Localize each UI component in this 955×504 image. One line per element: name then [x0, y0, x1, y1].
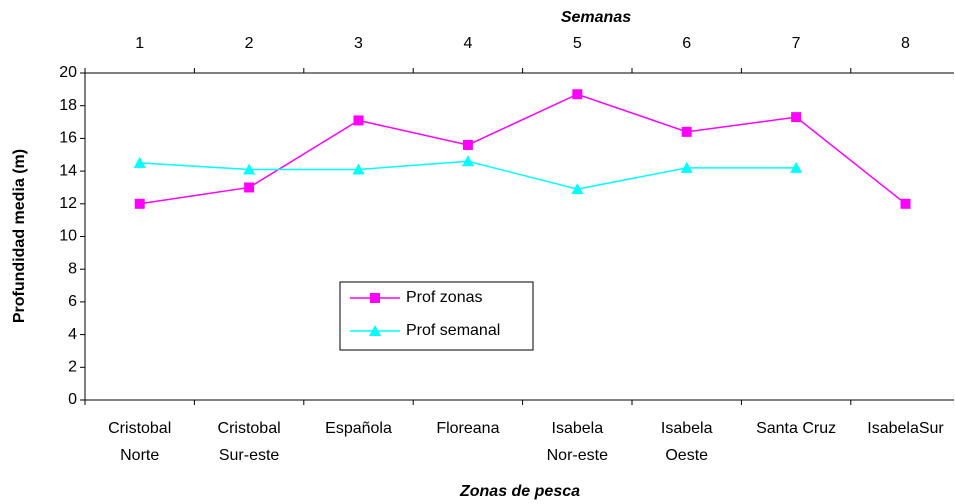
x-tick-label: Isabela [552, 420, 604, 437]
y-tick-label: 8 [68, 260, 77, 277]
y-tick-label: 16 [59, 130, 77, 147]
x-tick-label: Isabela [661, 420, 713, 437]
data-point [352, 163, 365, 175]
x-tick-label: Cristobal [218, 420, 281, 437]
data-point [462, 139, 473, 150]
y-tick-label: 20 [59, 64, 77, 81]
data-point [353, 115, 364, 126]
top-tick-label: 4 [463, 35, 472, 52]
x-tick-label: Santa Cruz [756, 420, 836, 437]
data-point [461, 155, 474, 167]
y-tick-label: 0 [68, 391, 77, 408]
top-tick-label: 5 [573, 35, 582, 52]
x-tick-label: Floreana [436, 420, 499, 437]
y-tick-label: 10 [59, 228, 77, 245]
data-point [133, 156, 146, 168]
top-tick-label: 6 [682, 35, 691, 52]
legend-label: Prof semanal [406, 322, 500, 339]
data-point [134, 198, 145, 209]
x-tick-label: Norte [120, 447, 159, 464]
data-point [680, 161, 693, 173]
data-point [900, 198, 911, 209]
data-point [244, 182, 255, 193]
data-point [681, 126, 692, 137]
x-tick-label: Oeste [665, 447, 708, 464]
top-tick-label: 7 [792, 35, 801, 52]
data-point [243, 163, 256, 175]
y-tick-label: 4 [68, 326, 77, 343]
top-tick-label: 2 [245, 35, 254, 52]
x-tick-label: Sur-este [219, 447, 280, 464]
top-axis-title: Semanas [561, 9, 631, 26]
series-line [139, 93, 906, 205]
data-point [791, 112, 802, 123]
y-tick-label: 6 [68, 293, 77, 310]
x-tick-label: Nor-este [547, 447, 608, 464]
y-tick-label: 2 [68, 359, 77, 376]
legend-marker [369, 325, 381, 336]
x-tick-label: Cristobal [108, 420, 171, 437]
legend-marker [370, 293, 380, 303]
x-axis-title: Zonas de pesca [459, 483, 580, 500]
data-point [790, 161, 803, 173]
y-axis-title: Profundidad media (m) [11, 149, 28, 323]
top-tick-label: 1 [135, 35, 144, 52]
y-tick-label: 14 [59, 162, 77, 179]
data-point [572, 89, 583, 100]
top-tick-label: 8 [901, 35, 910, 52]
legend-label: Prof zonas [406, 289, 482, 306]
y-tick-label: 12 [59, 195, 77, 212]
data-point [571, 183, 584, 195]
x-tick-label: IsabelaSur [867, 420, 944, 437]
top-tick-label: 3 [354, 35, 363, 52]
y-tick-label: 18 [59, 97, 77, 114]
x-tick-label: Española [325, 420, 392, 437]
